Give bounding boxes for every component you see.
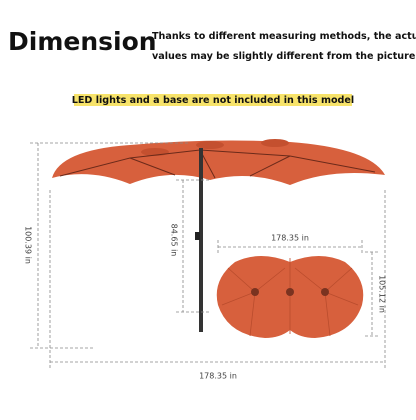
dimension-label: 178.35 in xyxy=(271,234,309,243)
umbrella-side xyxy=(52,139,385,332)
dimension-line xyxy=(217,240,363,255)
note-line: values may be slightly different from th… xyxy=(152,51,416,62)
dimension-line xyxy=(176,179,210,313)
dimension-label: 105.12 in xyxy=(378,275,387,313)
dimension-line xyxy=(49,190,386,370)
dimension-label: 100.39 in xyxy=(24,226,33,264)
title: Dimension xyxy=(8,27,157,56)
note-line: Thanks to different measuring methods, t… xyxy=(152,31,416,42)
banner-highlight xyxy=(74,94,352,106)
banner: LED lights and a base are not included i… xyxy=(72,95,354,106)
dimension-label: 178.35 in xyxy=(199,372,237,381)
dimension-line xyxy=(30,142,190,349)
umbrella-top xyxy=(216,256,364,338)
dimension-line xyxy=(365,251,380,337)
dimension-label: 84.65 in xyxy=(170,224,179,257)
